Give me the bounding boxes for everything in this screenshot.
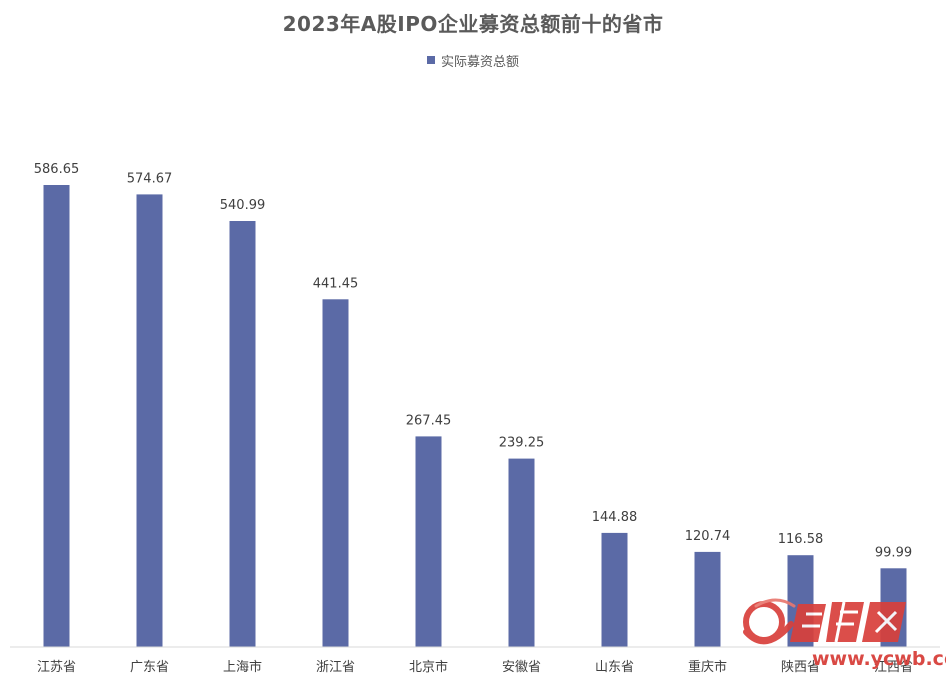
x-tick-label-1: 广东省 xyxy=(130,660,169,675)
x-tick-label-3: 浙江省 xyxy=(316,660,355,675)
bar-7 xyxy=(694,551,721,647)
bar-2 xyxy=(229,221,256,647)
bars-group xyxy=(43,185,907,647)
data-label-0: 586.65 xyxy=(34,162,80,177)
x-tick-label-9: 江西省 xyxy=(874,660,913,675)
watermark-logo xyxy=(743,598,906,645)
data-label-4: 267.45 xyxy=(406,413,452,428)
x-tick-label-4: 北京市 xyxy=(409,659,448,675)
data-label-8: 116.58 xyxy=(778,532,824,547)
x-tick-label-6: 山东省 xyxy=(595,660,634,675)
data-label-9: 99.99 xyxy=(875,545,912,560)
data-label-5: 239.25 xyxy=(499,436,545,451)
legend: 实际募资总额 xyxy=(0,51,946,70)
bar-3 xyxy=(322,299,349,647)
bar-6 xyxy=(601,532,628,647)
data-label-3: 441.45 xyxy=(313,276,359,291)
data-label-6: 144.88 xyxy=(592,510,638,525)
x-tick-label-7: 重庆市 xyxy=(688,659,727,675)
bar-0 xyxy=(43,185,70,647)
x-tick-labels-group: 江苏省 广东省 上海市 浙江省 北京市 安徽省 山东省 重庆市 陕西省 江西省 xyxy=(37,659,913,675)
data-label-1: 574.67 xyxy=(127,171,173,186)
legend-label: 实际募资总额 xyxy=(440,55,519,70)
bar-1 xyxy=(136,194,163,647)
data-label-7: 120.74 xyxy=(685,529,731,544)
legend-swatch xyxy=(426,55,435,64)
x-tick-label-5: 安徽省 xyxy=(502,660,541,675)
x-tick-label-2: 上海市 xyxy=(223,659,262,675)
x-tick-label-0: 江苏省 xyxy=(37,659,76,675)
chart-title: 2023年A股IPO企业募资总额前十的省市 xyxy=(282,12,664,36)
x-tick-label-8: 陕西省 xyxy=(781,660,820,675)
watermark-url: www.ycwb.com xyxy=(812,648,946,670)
data-label-2: 540.99 xyxy=(220,198,266,213)
bar-5 xyxy=(508,458,535,647)
bar-4 xyxy=(415,436,442,647)
data-labels-group: 586.65 574.67 540.99 441.45 267.45 239.25 144.… xyxy=(34,162,912,560)
